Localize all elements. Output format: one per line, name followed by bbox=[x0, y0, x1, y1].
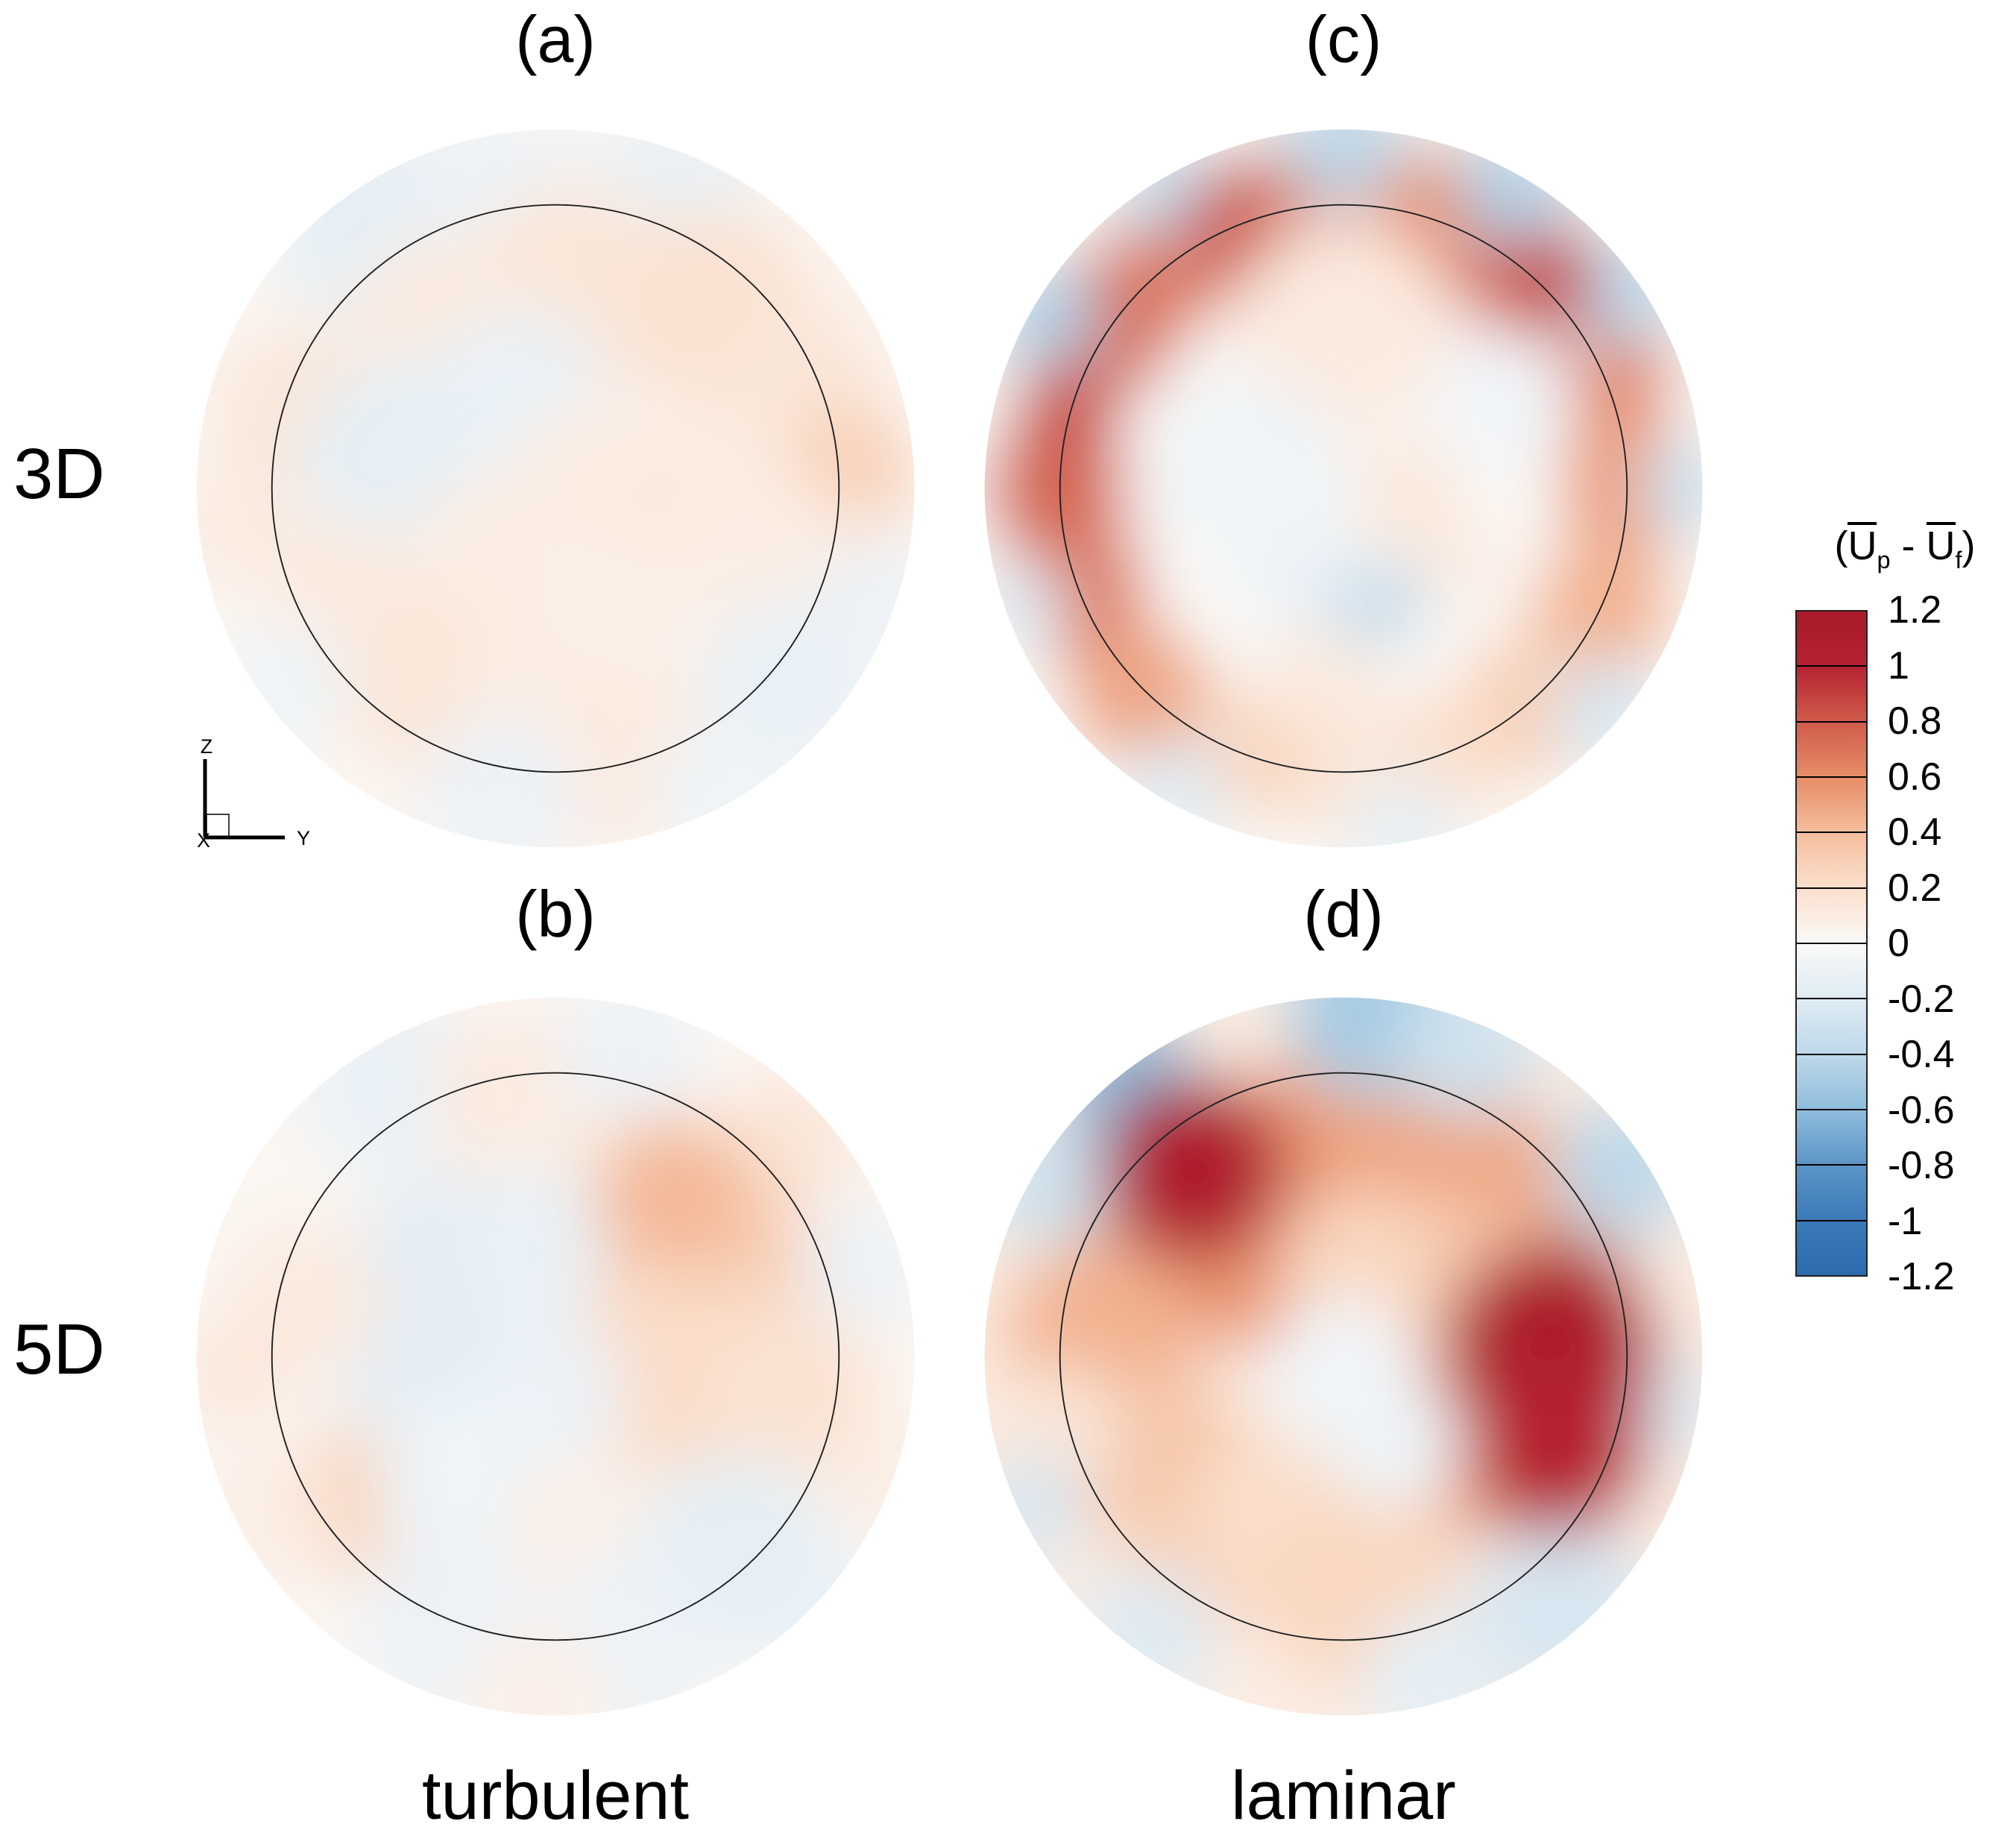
colorbar-cell bbox=[1797, 776, 1866, 832]
panel-c-label: (c) bbox=[1305, 2, 1382, 76]
contour-field bbox=[984, 129, 1703, 848]
contour-field bbox=[984, 997, 1703, 1716]
contour-panel-b bbox=[196, 997, 915, 1716]
colorbar-cell bbox=[1797, 887, 1866, 943]
colorbar-tick-label: 0.6 bbox=[1888, 755, 1942, 799]
colorbar-tick-label: -0.6 bbox=[1888, 1088, 1955, 1132]
x-axis-label: X bbox=[197, 829, 210, 852]
colorbar-tick-label: 0.4 bbox=[1888, 811, 1942, 854]
z-axis-label: Z bbox=[201, 735, 213, 758]
contour-panel-c bbox=[984, 129, 1703, 848]
row-label-3d: 3D bbox=[13, 434, 105, 514]
contour-panel-d bbox=[984, 997, 1703, 1716]
colorbar-tick-label: -0.2 bbox=[1888, 977, 1955, 1021]
colorbar-cell bbox=[1797, 942, 1866, 999]
inner-circle-outline bbox=[271, 1072, 840, 1641]
colorbar-title-sub-f: f bbox=[1955, 546, 1962, 573]
row-label-5d: 5D bbox=[13, 1309, 105, 1389]
colorbar-title-uf: U bbox=[1926, 522, 1956, 568]
colorbar-tick-label: -0.4 bbox=[1888, 1033, 1955, 1076]
colorbar-title-close: ) bbox=[1962, 524, 1976, 568]
contour-panel-a bbox=[196, 129, 915, 848]
colorbar-cell bbox=[1797, 1164, 1866, 1220]
panel-a-label: (a) bbox=[515, 2, 596, 76]
colorbar-title-up: U bbox=[1848, 522, 1877, 568]
colorbar-title: (Up - Uf) bbox=[1789, 522, 2016, 574]
colorbar-cell bbox=[1797, 1108, 1866, 1165]
colorbar-tick-label: 0.2 bbox=[1888, 866, 1942, 910]
inner-circle-outline bbox=[1059, 204, 1628, 773]
colorbar-tick-label: 0 bbox=[1888, 922, 1909, 965]
panel-b-label: (b) bbox=[515, 877, 596, 951]
colorbar-title-minus: - bbox=[1890, 524, 1927, 568]
inner-circle-outline bbox=[1059, 1072, 1628, 1641]
axes-indicator: Z Y X bbox=[197, 735, 310, 852]
col-label-turbulent: turbulent bbox=[421, 1758, 690, 1833]
col-label-laminar: laminar bbox=[1231, 1758, 1456, 1833]
inner-circle-outline bbox=[271, 204, 840, 773]
colorbar-cell bbox=[1797, 1219, 1866, 1275]
axes-corner-square bbox=[206, 814, 230, 837]
colorbar-tick-label: 0.8 bbox=[1888, 699, 1942, 743]
colorbar-tick-label: 1.2 bbox=[1888, 588, 1942, 632]
colorbar-tick-label: -1 bbox=[1888, 1199, 1923, 1243]
colorbar-cell bbox=[1797, 831, 1866, 887]
colorbar-cell bbox=[1797, 1053, 1866, 1109]
y-axis-label: Y bbox=[297, 827, 310, 849]
colorbar-title-sub-p: p bbox=[1877, 546, 1891, 573]
panel-d-label: (d) bbox=[1303, 877, 1384, 951]
colorbar-cell bbox=[1797, 611, 1866, 666]
colorbar-ticks: 1.2 1 0.8 0.6 0.4 0.2 0 -0.2 -0.4 -0.6 -0.8 -1 -1.2 bbox=[1888, 591, 2015, 1296]
colorbar-title-open: ( bbox=[1834, 524, 1848, 568]
colorbar-cell bbox=[1797, 665, 1866, 721]
colorbar-cell bbox=[1797, 998, 1866, 1054]
colorbar-tick-label: -1.2 bbox=[1888, 1255, 1955, 1298]
contour-field bbox=[196, 997, 915, 1716]
colorbar-cell bbox=[1797, 720, 1866, 776]
colorbar bbox=[1795, 610, 1868, 1277]
colorbar-tick-label: 1 bbox=[1888, 644, 1909, 688]
colorbar-tick-label: -0.8 bbox=[1888, 1144, 1955, 1187]
